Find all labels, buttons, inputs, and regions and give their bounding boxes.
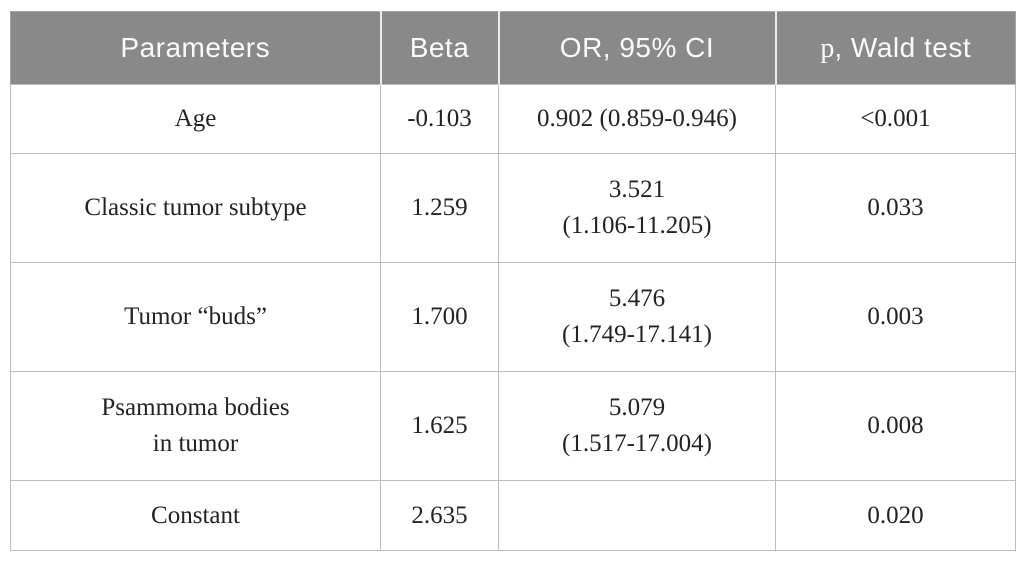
- or-value: 0.902 (0.859-0.946): [537, 105, 737, 132]
- cell-parameter: Constant: [10, 480, 381, 551]
- or-value: 3.521: [608, 176, 666, 203]
- parameter-line1: Age: [174, 105, 217, 132]
- or-ci-range: (1.517-17.004): [562, 430, 712, 457]
- cell-beta: 2.635: [380, 480, 499, 551]
- cell-or-ci: 5.079 (1.517-17.004): [498, 371, 776, 481]
- parameter-line1: Psammoma bodies: [101, 394, 290, 421]
- table-row-psammoma-bodies: Psammoma bodies in tumor 1.625 5.079 (1.…: [10, 371, 1016, 481]
- table-row-age: Age -0.103 0.902 (0.859-0.946) <0.001: [10, 84, 1016, 154]
- col-header-parameters: Parameters: [10, 11, 381, 85]
- col-header-or-ci: OR, 95% CI: [497, 11, 776, 85]
- cell-or-ci: 3.521 (1.106-11.205): [498, 153, 776, 263]
- p-symbol: p: [820, 32, 835, 64]
- col-header-beta: Beta: [379, 11, 499, 85]
- parameter-line2: in tumor: [152, 430, 239, 457]
- parameter-line1: Constant: [151, 501, 240, 529]
- cell-p-value: 0.003: [775, 262, 1016, 372]
- table-row-constant: Constant 2.635 0.020: [10, 480, 1016, 551]
- parameter-line1: Tumor “buds”: [124, 303, 267, 330]
- col-header-p-wald: p, Wald test: [774, 11, 1016, 85]
- table-row-classic-subtype: Classic tumor subtype 1.259 3.521 (1.106…: [10, 153, 1016, 263]
- cell-or-ci: 5.476 (1.749-17.141): [498, 262, 776, 372]
- cell-parameter: Age: [10, 84, 381, 154]
- or-ci-range: (1.106-11.205): [562, 212, 712, 239]
- cell-parameter: Classic tumor subtype: [10, 153, 381, 263]
- cell-beta: 1.259: [380, 153, 499, 263]
- header-row: Parameters Beta OR, 95% CI p, Wald test: [10, 11, 1016, 85]
- cell-beta: 1.700: [380, 262, 499, 372]
- table-row-tumor-buds: Tumor “buds” 1.700 5.476 (1.749-17.141) …: [10, 262, 1016, 372]
- cell-p-value: 0.008: [775, 371, 1016, 481]
- cell-or-ci: [498, 480, 776, 551]
- cell-parameter: Tumor “buds”: [10, 262, 381, 372]
- parameter-line1: Classic tumor subtype: [84, 194, 307, 221]
- cell-or-ci: 0.902 (0.859-0.946): [498, 84, 776, 154]
- cell-p-value: 0.020: [775, 480, 1016, 551]
- p-wald-label: , Wald test: [834, 31, 972, 63]
- cell-p-value: 0.033: [775, 153, 1016, 263]
- cell-beta: -0.103: [380, 84, 499, 154]
- or-value: 5.476: [608, 285, 666, 312]
- cell-p-value: <0.001: [775, 84, 1016, 154]
- cell-parameter: Psammoma bodies in tumor: [10, 371, 381, 481]
- cell-beta: 1.625: [380, 371, 499, 481]
- or-value: 5.079: [608, 394, 666, 421]
- or-ci-range: (1.749-17.141): [562, 321, 712, 348]
- regression-results-table: Parameters Beta OR, 95% CI p, Wald test …: [10, 11, 1016, 551]
